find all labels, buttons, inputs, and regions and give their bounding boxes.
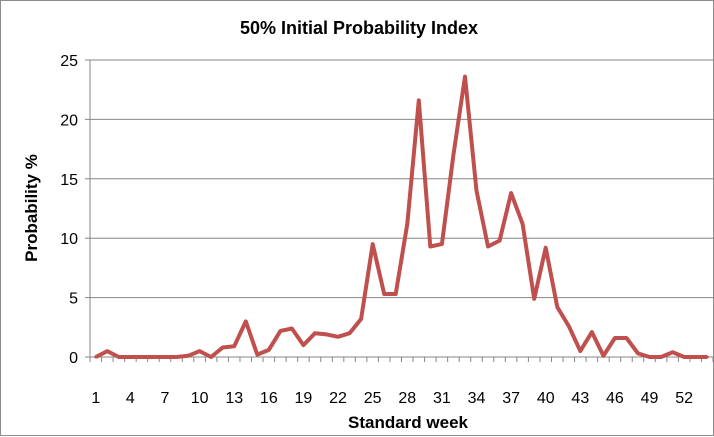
data-point	[175, 355, 178, 359]
x-tick-label: 37	[502, 390, 520, 407]
y-tick-label: 10	[60, 231, 78, 248]
data-point	[232, 344, 236, 348]
x-tick-label: 1	[91, 390, 100, 407]
data-point	[509, 191, 513, 195]
x-axis-ticks: 1 4 7 10 13 16 19 22 25 28 31 34 37 40 43 46 49 52	[89, 357, 714, 407]
data-point	[336, 335, 340, 339]
data-point	[382, 292, 386, 296]
data-point	[544, 246, 548, 250]
data-point	[590, 330, 594, 334]
data-point	[417, 98, 421, 102]
data-point	[532, 297, 536, 301]
x-tick-label: 34	[468, 390, 486, 407]
data-point	[94, 355, 98, 359]
chart-title: 50% Initial Probability Index	[240, 18, 478, 38]
data-point	[521, 222, 525, 226]
data-point	[682, 355, 686, 359]
x-tick-label: 22	[329, 390, 347, 407]
data-point	[140, 355, 144, 359]
x-tick-label: 7	[161, 390, 170, 407]
y-axis-title: Probability %	[22, 154, 41, 262]
data-point	[209, 355, 213, 359]
data-point	[451, 153, 455, 157]
data-point	[405, 222, 409, 226]
data-point	[498, 239, 502, 243]
x-tick-label: 49	[641, 390, 659, 407]
data-point	[625, 336, 628, 340]
x-tick-label: 13	[225, 390, 243, 407]
data-point	[105, 349, 109, 353]
data-point	[394, 292, 398, 296]
y-axis-ticks: 0 5 10 15 20 25	[60, 53, 90, 367]
data-point	[578, 349, 582, 353]
data-point	[198, 349, 202, 353]
y-tick-label: 20	[60, 112, 78, 129]
data-point	[163, 355, 167, 359]
data-point	[440, 242, 444, 246]
x-tick-label: 28	[398, 390, 416, 407]
gridlines	[90, 59, 713, 299]
data-point	[694, 355, 698, 359]
data-point	[567, 324, 571, 328]
data-point	[613, 336, 617, 340]
x-tick-label: 31	[433, 390, 451, 407]
series-layer	[94, 74, 709, 359]
data-point	[555, 305, 559, 309]
data-point	[117, 355, 121, 359]
series-line	[94, 74, 708, 359]
data-point	[128, 355, 132, 359]
data-point	[255, 353, 259, 357]
data-point	[267, 348, 271, 352]
data-point	[348, 331, 352, 335]
x-tick-label: 40	[537, 390, 555, 407]
x-tick-label: 46	[606, 390, 624, 407]
data-point	[244, 319, 248, 323]
data-point	[221, 346, 225, 349]
x-axis-title: Standard week	[348, 413, 469, 432]
data-point	[475, 189, 478, 193]
data-point	[152, 355, 155, 359]
x-tick-label: 4	[126, 390, 135, 407]
y-tick-label: 25	[60, 53, 78, 70]
data-point	[359, 317, 363, 321]
data-point	[301, 343, 305, 347]
data-point	[290, 327, 294, 330]
data-point	[648, 355, 651, 359]
x-tick-label: 19	[295, 390, 313, 407]
data-point	[601, 354, 605, 358]
data-point	[705, 355, 709, 359]
x-tick-label: 16	[260, 390, 278, 407]
y-tick-label: 5	[69, 291, 78, 308]
data-point	[486, 245, 490, 248]
data-point	[371, 242, 375, 246]
x-tick-label: 43	[571, 390, 589, 407]
x-tick-label: 25	[364, 390, 382, 407]
data-point	[313, 331, 317, 335]
data-point	[463, 75, 467, 79]
x-tick-label: 10	[191, 390, 209, 407]
y-tick-label: 15	[60, 172, 78, 189]
data-point	[186, 354, 190, 358]
data-point	[325, 332, 328, 336]
data-point	[278, 329, 282, 333]
x-tick-label: 52	[675, 390, 693, 407]
y-tick-label: 0	[69, 350, 78, 367]
data-point	[671, 350, 675, 354]
data-point	[659, 355, 663, 359]
data-point	[636, 351, 640, 355]
data-point	[428, 245, 432, 248]
